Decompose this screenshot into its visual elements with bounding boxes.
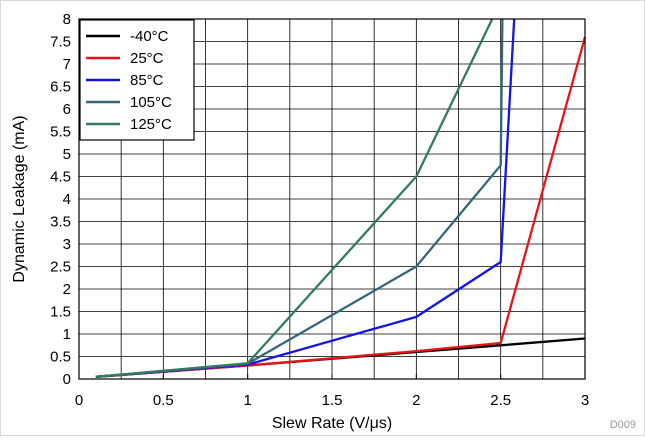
y-tick-label: 5.5: [50, 124, 71, 141]
y-tick-label: 4.5: [50, 169, 71, 186]
data-series: [95, 18, 587, 378]
y-tick-label: 1: [63, 326, 71, 343]
x-tick-label: 2: [412, 392, 420, 409]
y-axis-label: Dynamic Leakage (mA): [11, 115, 28, 282]
x-tick-label: 0: [75, 392, 83, 409]
legend-entry: 105°C: [130, 94, 172, 111]
y-tick-label: 4: [63, 191, 71, 208]
x-tick-label: 3: [581, 392, 589, 409]
axis-ticks: 0 0.5 1 1.5 2 2.5 3 0 0.5 1 1.5 2 2.5 3 3.5 4 4.5 5 5.5 6 6.…: [50, 11, 589, 409]
legend-entry: 25°C: [130, 50, 164, 67]
y-tick-label: 7.5: [50, 34, 71, 51]
series-line: [95, 18, 494, 378]
y-tick-label: 2: [63, 281, 71, 298]
legend-entry: 85°C: [130, 72, 164, 89]
y-tick-label: 6: [63, 101, 71, 118]
y-tick-label: 2.5: [50, 259, 71, 276]
y-tick-label: 5: [63, 146, 71, 163]
figure-id-annotation: D009: [610, 419, 636, 431]
y-tick-label: 3: [63, 236, 71, 253]
x-tick-label: 1: [243, 392, 251, 409]
y-tick-label: 7: [63, 56, 71, 73]
y-tick-label: 3.5: [50, 214, 71, 231]
y-tick-label: 0.5: [50, 349, 71, 366]
y-tick-label: 6.5: [50, 79, 71, 96]
y-tick-label: 1.5: [50, 304, 71, 321]
x-tick-label: 0.5: [153, 392, 174, 409]
x-tick-label: 1.5: [322, 392, 343, 409]
y-tick-label: 8: [63, 11, 71, 28]
x-tick-label: 2.5: [490, 392, 511, 409]
y-tick-label: 0: [63, 371, 71, 388]
legend-entry: 125°C: [130, 116, 172, 133]
legend-entry: -40°C: [130, 28, 169, 45]
x-axis-label: Slew Rate (V/μs): [272, 415, 392, 432]
legend: -40°C 25°C 85°C 105°C 125°C: [79, 19, 195, 141]
